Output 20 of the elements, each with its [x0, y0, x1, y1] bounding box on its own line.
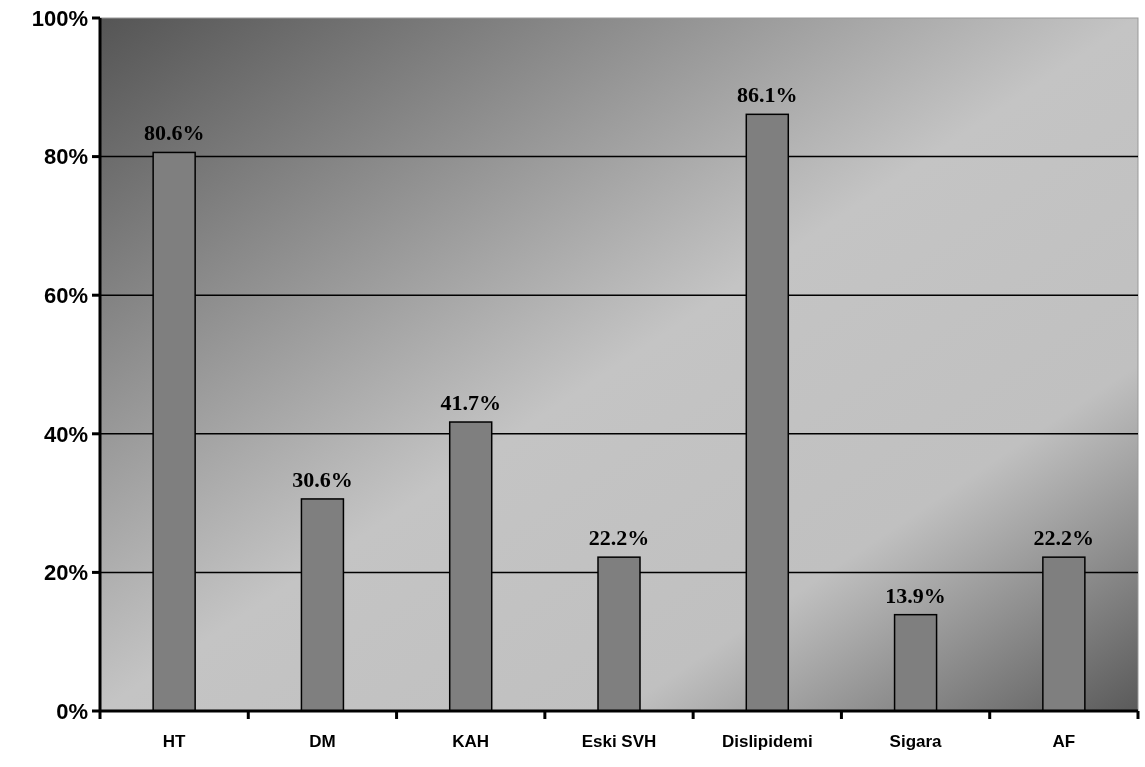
data-label: 13.9% [885, 582, 946, 608]
y-tick-label: 40% [43, 421, 88, 447]
x-tick-label: KAH [452, 732, 490, 751]
x-tick-label: DM [309, 732, 336, 751]
y-tick-label: 80% [43, 144, 88, 170]
y-tick-label: 100% [31, 5, 88, 31]
y-tick-label: 60% [43, 282, 88, 308]
data-label: 22.2% [1033, 525, 1095, 551]
data-label: 80.6% [143, 120, 205, 146]
y-tick-label: 20% [43, 560, 88, 586]
x-tick-label: HT [162, 732, 187, 751]
data-label: 86.1% [737, 82, 798, 108]
data-label: 41.7% [440, 390, 501, 416]
x-tick-label: Eski SVH [581, 732, 657, 751]
x-tick-label: Sigara [889, 732, 943, 751]
data-label: 22.2% [588, 525, 650, 551]
x-tick-label: AF [1052, 732, 1076, 751]
y-tick-label: 0% [56, 698, 88, 724]
data-label: 30.6% [292, 466, 353, 492]
x-tick-label: Dislipidemi [721, 732, 813, 751]
